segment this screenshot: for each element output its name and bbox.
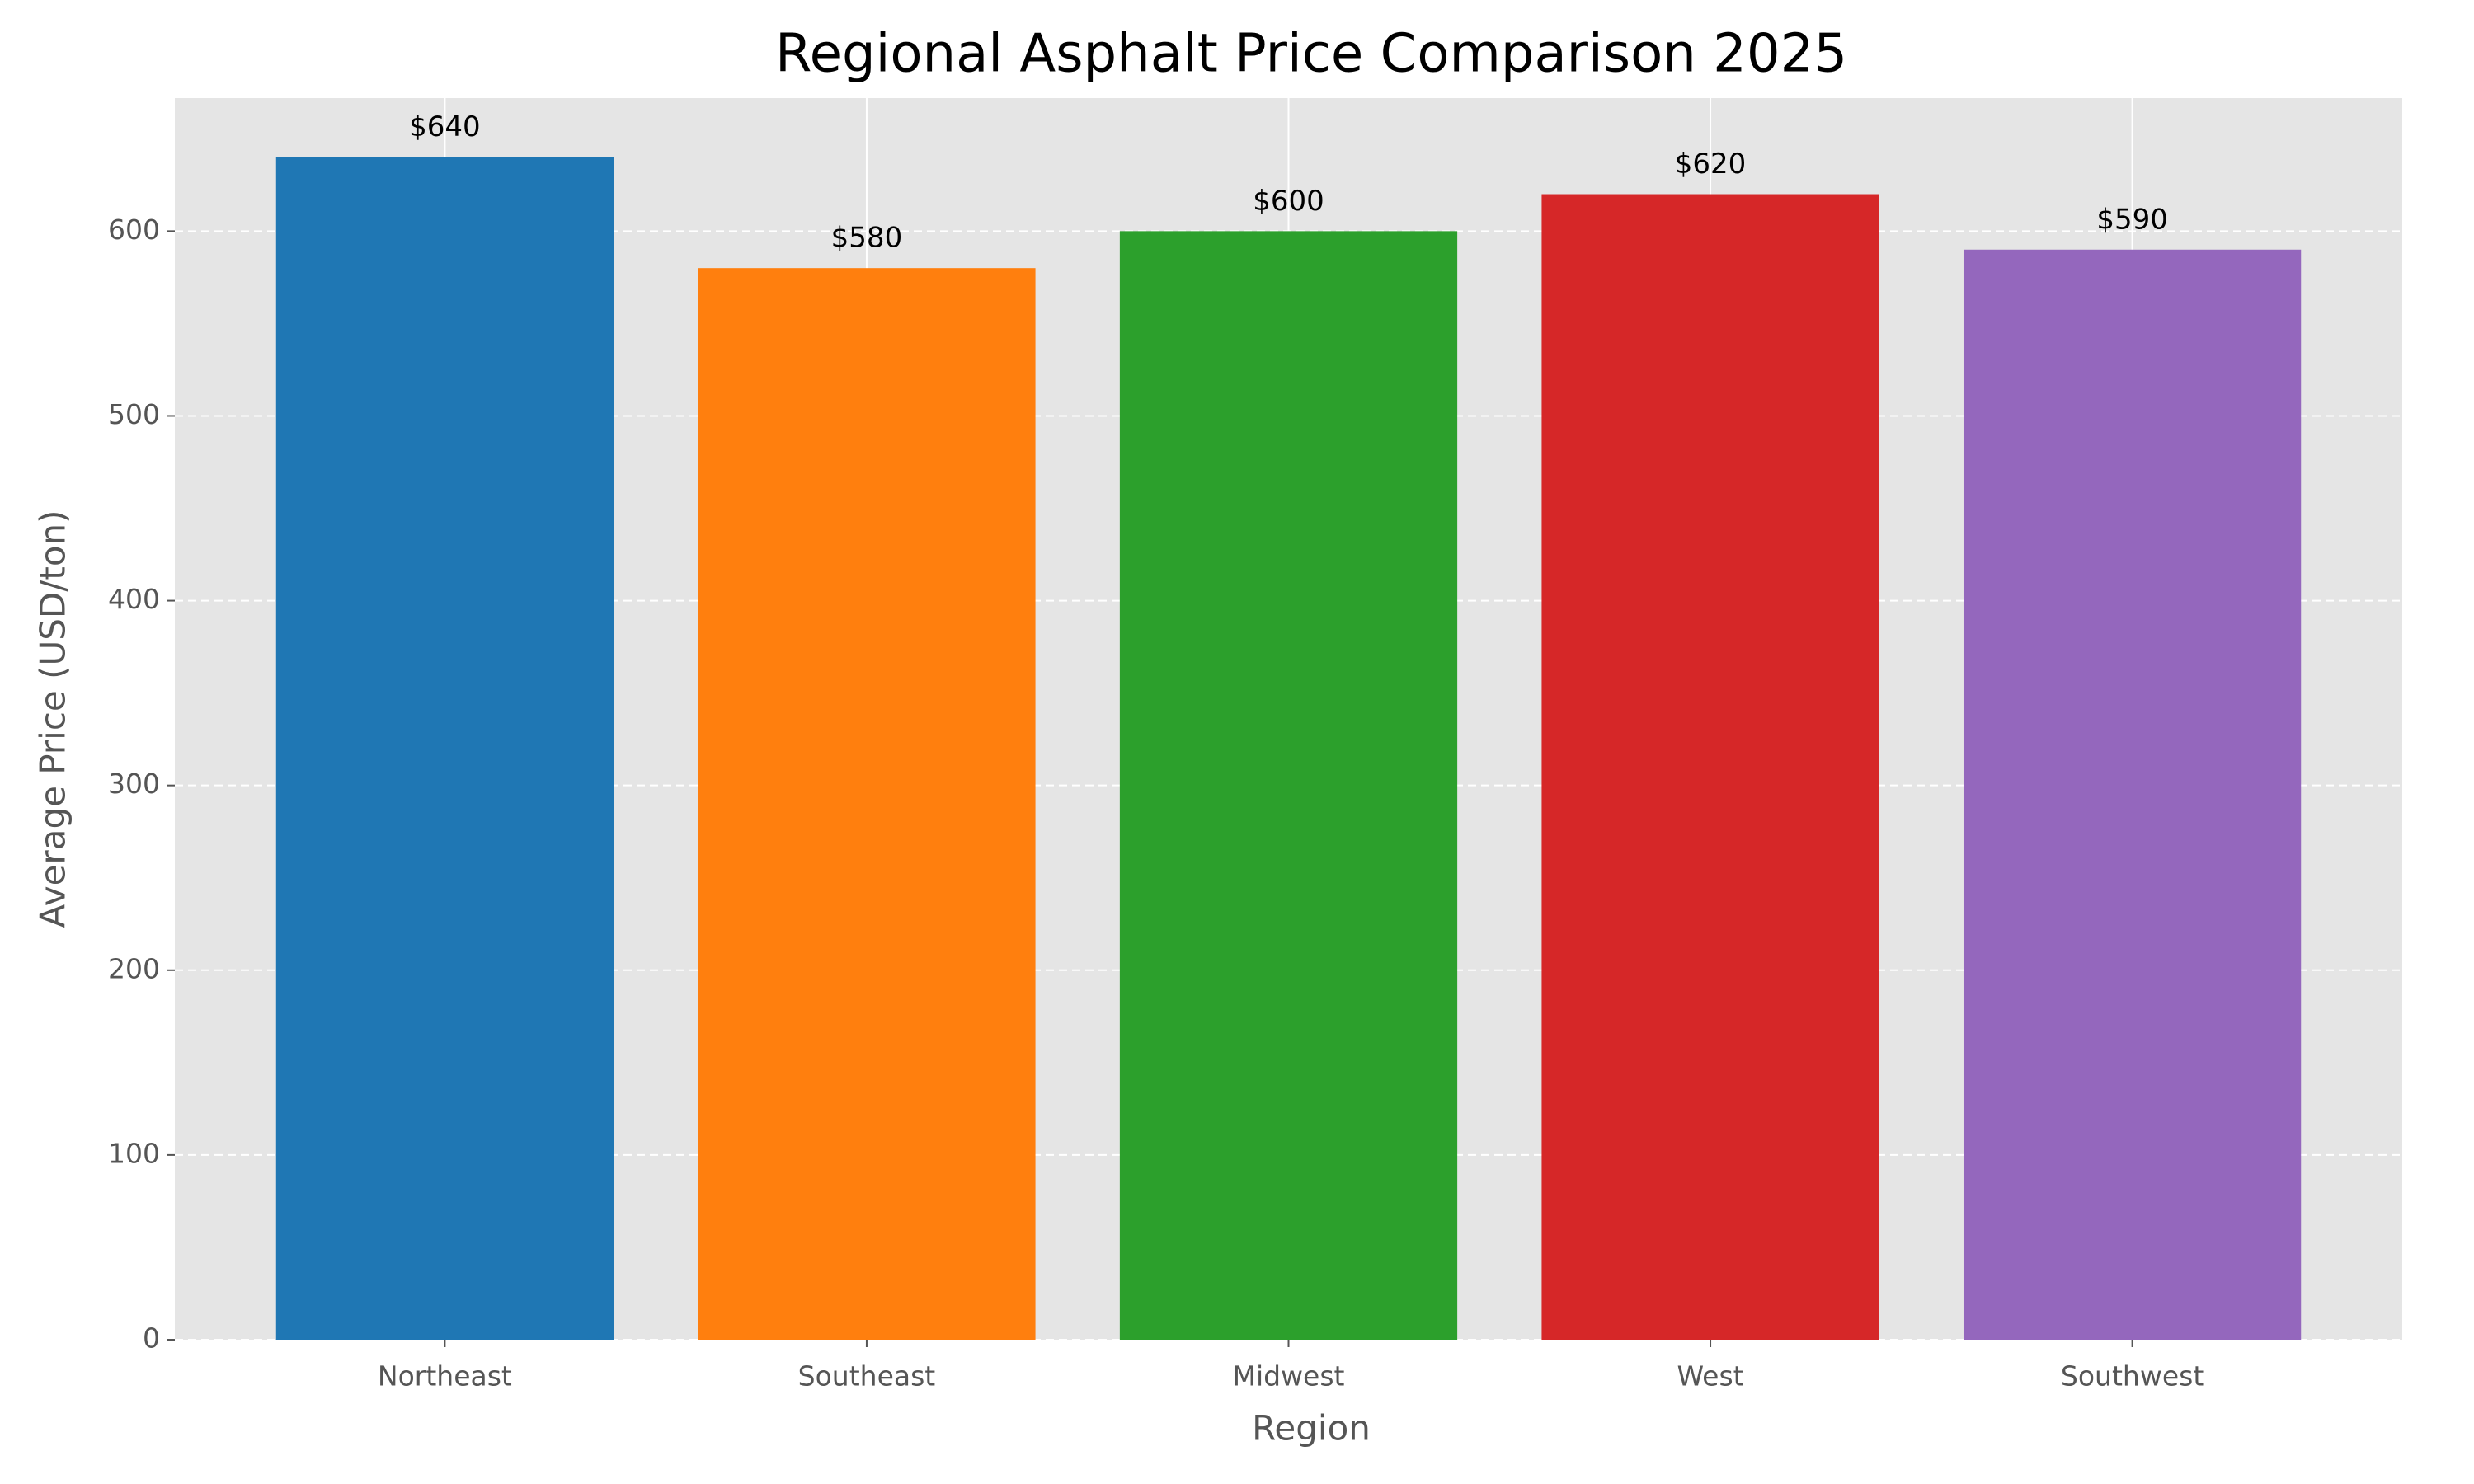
y-tick-label: 500 xyxy=(108,398,160,430)
value-label: $580 xyxy=(831,222,903,255)
y-tick-label: 0 xyxy=(143,1322,160,1355)
bar xyxy=(275,157,614,1341)
x-tick-label: West xyxy=(1677,1360,1743,1392)
y-tick-label: 400 xyxy=(108,583,160,615)
bar xyxy=(1119,231,1458,1340)
y-tick-label: 300 xyxy=(108,768,160,800)
x-tick-label: Southwest xyxy=(2061,1360,2204,1392)
y-axis-label: Average Price (USD/ton) xyxy=(33,510,73,928)
value-label: $600 xyxy=(1253,185,1324,218)
bar xyxy=(1963,249,2302,1341)
y-tick-label: 600 xyxy=(108,214,160,246)
value-label: $620 xyxy=(1675,148,1747,181)
x-tick-label: Midwest xyxy=(1232,1360,1344,1392)
x-tick-label: Southeast xyxy=(798,1360,936,1392)
y-tick-label: 200 xyxy=(108,952,160,984)
chart-title: Regional Asphalt Price Comparison 2025 xyxy=(775,24,1847,85)
x-axis-label: Region xyxy=(1252,1408,1371,1449)
y-tick-label: 100 xyxy=(108,1137,160,1169)
x-tick-label: Northeast xyxy=(378,1360,512,1392)
bar xyxy=(698,268,1036,1340)
bar xyxy=(1541,194,1879,1340)
value-label: $640 xyxy=(409,110,481,143)
value-label: $590 xyxy=(2096,203,2168,236)
